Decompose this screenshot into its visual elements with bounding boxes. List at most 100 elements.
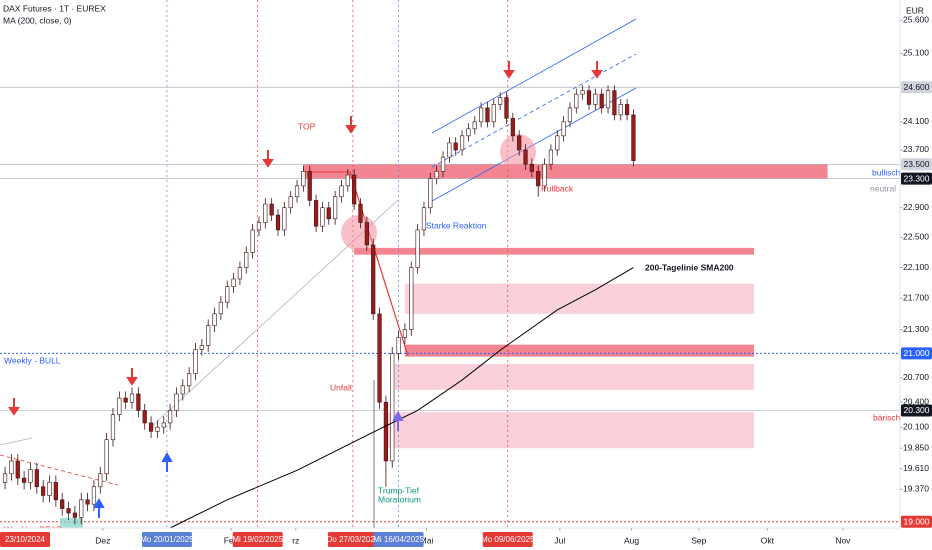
price-tag xyxy=(901,404,932,417)
candle-body xyxy=(612,90,617,116)
ma-layer xyxy=(169,267,634,529)
annotation: Pullback xyxy=(541,183,574,193)
arrow-head xyxy=(8,407,20,416)
candle-body xyxy=(142,410,147,424)
candle-body xyxy=(85,499,90,505)
levels-layer xyxy=(0,0,900,528)
candle-body xyxy=(326,207,331,220)
candle-body xyxy=(567,107,573,123)
zone xyxy=(384,412,755,449)
y-tick-label: 19.610 xyxy=(903,463,929,473)
candle-body xyxy=(117,397,122,415)
candle-body xyxy=(174,393,179,411)
arrow-head xyxy=(392,410,404,421)
candle-body xyxy=(104,439,109,475)
candle-body xyxy=(333,196,338,220)
y-tick-label: 22.900 xyxy=(903,202,929,212)
candle-body xyxy=(313,200,319,227)
price-tag xyxy=(901,515,932,528)
channel-upper xyxy=(431,18,637,134)
y-tick-label: 20.700 xyxy=(903,372,929,382)
candle-body xyxy=(447,142,452,158)
chart-subtitle: MA (200, close, 0) xyxy=(3,15,72,25)
candle-body xyxy=(218,301,223,315)
candle-body xyxy=(358,203,363,223)
candle-body xyxy=(561,121,566,137)
annotations: TOP Starke Reaktion 200-Tagelinie SMA200… xyxy=(4,121,901,534)
candle-body xyxy=(231,278,236,287)
price-tag-label: 21.000 xyxy=(904,348,930,358)
price-tag-label: 23.500 xyxy=(904,159,930,169)
candle-body xyxy=(320,207,325,227)
candle-body xyxy=(618,104,623,116)
x-tick-label: Sep xyxy=(691,535,706,545)
candle-body xyxy=(53,482,58,501)
x-tick-label: Aug xyxy=(624,535,639,545)
y-tick-label: 21.700 xyxy=(903,293,929,303)
candle-body xyxy=(593,93,598,105)
candle-body xyxy=(28,469,33,483)
candle-body xyxy=(498,97,503,105)
candle-body xyxy=(428,178,433,209)
candle-body xyxy=(479,107,484,123)
y-tick-label: 20.400 xyxy=(903,396,929,406)
candle-body xyxy=(586,90,592,105)
candle-body xyxy=(41,486,46,496)
candle-body xyxy=(510,118,515,137)
annotation: 200-Tagelinie SMA200 xyxy=(645,262,734,272)
zone xyxy=(303,164,828,179)
candle-body xyxy=(225,286,230,303)
zones-layer xyxy=(303,164,828,449)
candle-body xyxy=(440,156,446,172)
y-tick-label: 22.500 xyxy=(903,232,929,242)
candle-body xyxy=(352,174,357,205)
candle-body xyxy=(409,267,414,330)
candle-body xyxy=(504,97,509,119)
candle-body xyxy=(377,313,382,403)
candle-body xyxy=(256,222,262,231)
date-marker-label: 23/10/2024 xyxy=(5,535,46,544)
arrow-head xyxy=(345,125,357,134)
x-tick-label: rz xyxy=(292,535,299,545)
annotation: Starke Reaktion xyxy=(426,220,487,230)
x-tick-label: Jul xyxy=(554,535,565,545)
candle-body xyxy=(91,486,97,505)
x-tick-label: Okt xyxy=(761,535,775,545)
zone xyxy=(354,247,755,255)
candle-body xyxy=(624,104,630,116)
date-marker xyxy=(482,532,533,547)
candle-body xyxy=(244,252,249,268)
y-tick-label: 25.100 xyxy=(903,48,929,58)
arrows xyxy=(8,61,603,518)
candle-body xyxy=(390,353,395,462)
candle-body xyxy=(345,174,350,187)
annotation: neutral xyxy=(870,183,896,193)
price-tag xyxy=(901,347,932,360)
moving-average xyxy=(169,267,634,529)
arrow-head xyxy=(591,70,603,79)
y-tick-label: 22.100 xyxy=(903,262,929,272)
candle-body xyxy=(72,512,77,518)
date-marker xyxy=(0,532,50,547)
candle-body xyxy=(237,267,243,280)
y-tick-label: 20.100 xyxy=(903,421,929,431)
candle-body xyxy=(123,397,128,403)
y-tick-label: 24.100 xyxy=(903,116,929,126)
candle-body xyxy=(491,104,496,123)
candle-body xyxy=(193,349,198,374)
y-tick-label: 25.600 xyxy=(903,14,929,24)
candle-body xyxy=(605,90,611,109)
date-marker-label: Mo 09/06/2025 xyxy=(481,535,535,544)
candle-body xyxy=(9,460,14,475)
date-marker-label: Mi 19/02/2025 xyxy=(232,535,283,544)
drawings xyxy=(0,18,637,528)
candle-body xyxy=(415,229,420,268)
candle-body xyxy=(275,214,281,231)
candle-body xyxy=(199,345,204,350)
low-marker xyxy=(60,518,83,528)
zone xyxy=(404,344,755,357)
date-marker xyxy=(327,532,378,547)
arrow-head xyxy=(161,451,173,462)
date-marker-label: Do 27/03/2025 xyxy=(327,535,380,544)
